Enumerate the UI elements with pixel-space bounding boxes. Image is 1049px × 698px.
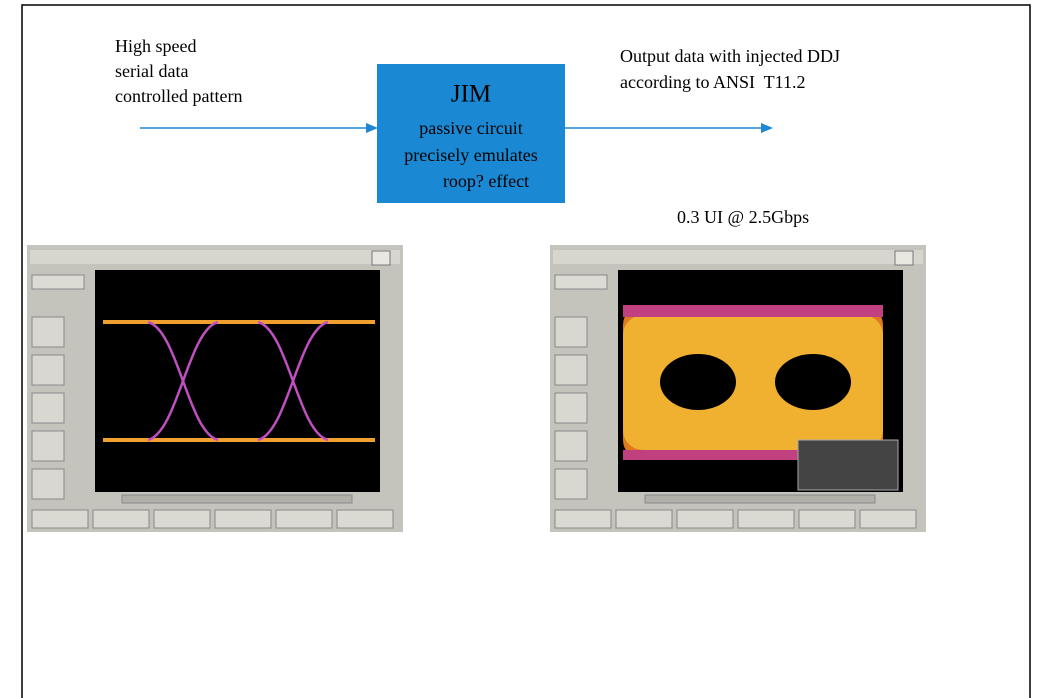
scope-screenshot-output: [550, 245, 926, 532]
scope-corner: [372, 251, 390, 265]
eye-band: [623, 305, 883, 317]
scope-bottom-button: [276, 510, 332, 528]
scope-menu: [553, 250, 923, 264]
block-line: passive circuit: [419, 118, 522, 138]
scope-bottom-button: [215, 510, 271, 528]
scope-screenshot-input: [27, 245, 403, 532]
output-label: Output data with injected DDJ according …: [620, 46, 840, 92]
scope-bottom-button: [555, 510, 611, 528]
scope-bottom-button: [154, 510, 210, 528]
input-arrow-head: [366, 123, 378, 133]
measure-panel: [798, 440, 898, 490]
scope-bottom-button: [738, 510, 794, 528]
scope-side-button: [32, 275, 84, 289]
scope-side-button: [555, 393, 587, 423]
output-line: Output data with injected DDJ: [620, 46, 840, 66]
eye-opening: [660, 354, 736, 410]
scope-side-button: [555, 469, 587, 499]
scope-bottom-button: [32, 510, 88, 528]
scope-status: [645, 495, 875, 503]
output-arrow-head: [761, 123, 773, 133]
scope-bottom-button: [93, 510, 149, 528]
block-title: JIM: [451, 81, 491, 108]
input-line: serial data: [115, 61, 188, 81]
scope-side-button: [555, 275, 607, 289]
scope-bottom-button: [337, 510, 393, 528]
block-line: precisely emulates: [404, 145, 537, 165]
scope-side-button: [32, 317, 64, 347]
scope-side-button: [32, 393, 64, 423]
output-caption: 0.3 UI @ 2.5Gbps: [677, 207, 809, 227]
scope-screen: [95, 270, 380, 492]
scope-side-button: [32, 431, 64, 461]
scope-menu: [30, 250, 400, 264]
scope-side-button: [555, 355, 587, 385]
scope-bottom-button: [677, 510, 733, 528]
input-line: High speed: [115, 36, 196, 56]
scope-bottom-button: [860, 510, 916, 528]
scope-side-button: [555, 317, 587, 347]
input-line: controlled pattern: [115, 86, 242, 106]
scope-bottom-button: [616, 510, 672, 528]
scope-status: [122, 495, 352, 503]
scope-side-button: [32, 469, 64, 499]
input-label: High speed serial data controlled patter…: [115, 36, 242, 106]
output-line: according to ANSI T11.2: [620, 72, 805, 92]
scope-corner: [895, 251, 913, 265]
scope-side-button: [555, 431, 587, 461]
scope-side-button: [32, 355, 64, 385]
scope-bottom-button: [799, 510, 855, 528]
eye-opening: [775, 354, 851, 410]
block-line: roop? effect: [443, 171, 529, 191]
slide: High speed serial data controlled patter…: [0, 0, 1049, 698]
